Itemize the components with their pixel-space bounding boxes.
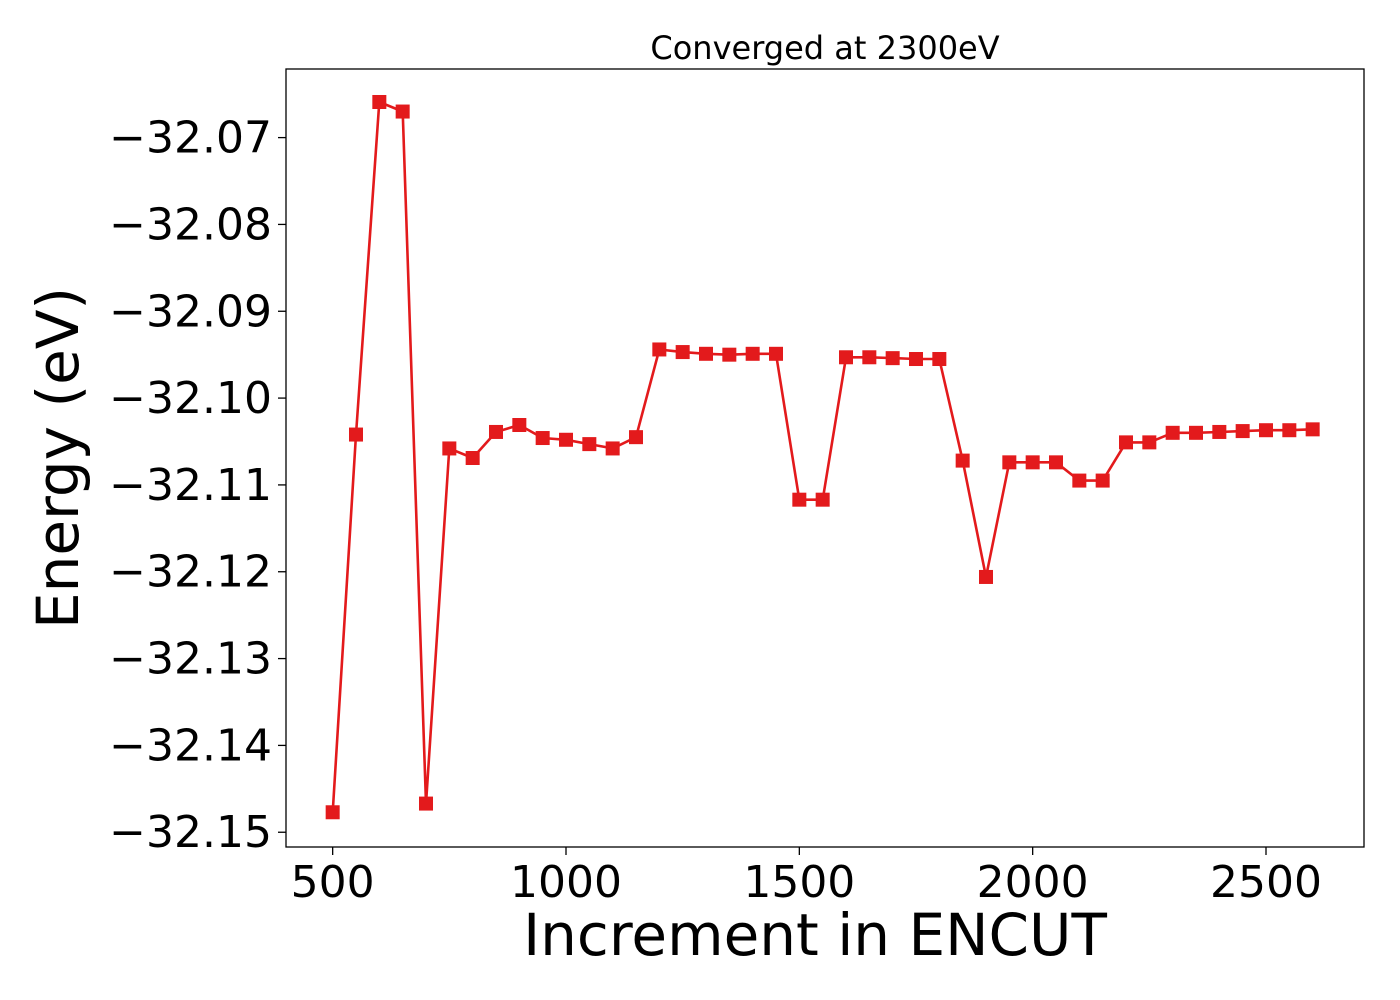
data-point <box>535 431 550 446</box>
data-point <box>1189 425 1203 440</box>
y-tick-label: −32.08 <box>109 199 272 250</box>
x-tick-label: 2500 <box>1210 857 1322 908</box>
data-point <box>1235 424 1250 439</box>
data-point <box>1072 473 1087 488</box>
data-point <box>1119 435 1133 450</box>
data-point <box>932 352 947 367</box>
data-point <box>1259 423 1273 438</box>
x-tick-label: 1000 <box>510 857 622 908</box>
data-point <box>862 350 877 365</box>
data-point <box>629 430 643 445</box>
y-axis-label: Energy (eV) <box>24 287 92 629</box>
data-point <box>582 437 597 452</box>
data-point <box>325 805 340 820</box>
data-point <box>815 492 830 507</box>
axis-ticks: 500 1000 1500 2000 2500 −32.07 −32.08 −32.09 −32… <box>109 113 1322 908</box>
data-point <box>372 94 387 109</box>
x-axis-label: Increment in ENCUT <box>523 901 1107 969</box>
data-point <box>745 346 760 361</box>
data-point <box>1002 455 1017 470</box>
y-tick-label: −32.10 <box>109 373 272 424</box>
x-tick-label: 500 <box>291 857 375 908</box>
data-point <box>909 352 923 367</box>
data-point <box>1025 455 1040 470</box>
data-point <box>955 453 970 468</box>
data-point <box>699 346 713 361</box>
data-point <box>1095 473 1110 488</box>
data-point <box>885 351 900 366</box>
data-point <box>652 342 667 357</box>
y-tick-label: −32.15 <box>109 807 272 858</box>
y-tick-label: −32.12 <box>109 547 272 598</box>
y-tick-label: −32.14 <box>109 720 272 771</box>
data-point <box>512 418 527 433</box>
data-point <box>839 350 853 365</box>
y-tick-label: −32.07 <box>109 113 272 164</box>
y-tick-label: −32.13 <box>109 634 272 685</box>
data-point <box>1142 435 1157 450</box>
data-point <box>1049 455 1063 470</box>
data-point <box>559 432 573 447</box>
y-tick-label: −32.11 <box>109 460 272 511</box>
data-point <box>419 796 433 811</box>
data-series <box>325 94 1320 820</box>
data-point <box>489 424 503 439</box>
data-point <box>722 347 737 362</box>
data-point <box>349 427 363 442</box>
data-point <box>769 346 783 361</box>
data-point <box>1282 423 1297 438</box>
data-point <box>1165 425 1180 440</box>
data-point <box>675 345 690 360</box>
series-line <box>331 100 1313 813</box>
plot-frame <box>285 68 1365 848</box>
data-point <box>1305 422 1320 437</box>
chart-title: Converged at 2300eV <box>650 29 999 67</box>
data-point <box>605 441 620 456</box>
data-point <box>792 492 807 507</box>
x-tick-label: 1500 <box>743 857 855 908</box>
data-point <box>979 569 993 584</box>
y-tick-label: −32.09 <box>109 286 272 337</box>
data-point <box>442 441 457 456</box>
x-tick-label: 2000 <box>977 857 1089 908</box>
data-point <box>465 451 480 465</box>
data-point <box>1212 424 1227 439</box>
data-point <box>395 104 410 119</box>
